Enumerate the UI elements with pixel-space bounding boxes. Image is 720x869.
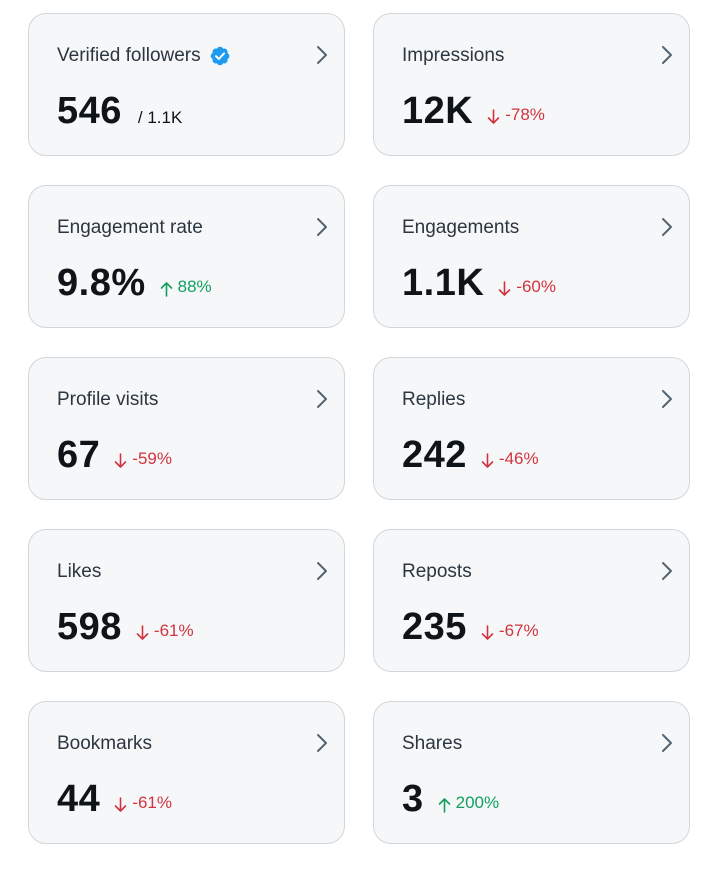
metric-delta-value: -61% bbox=[132, 793, 172, 812]
chevron-right-icon[interactable] bbox=[312, 44, 332, 66]
card-title: Verified followers bbox=[57, 45, 231, 67]
arrow-down-icon bbox=[498, 281, 511, 296]
card-title: Engagement rate bbox=[57, 217, 203, 239]
metric-value: 546 bbox=[57, 90, 122, 132]
card-impressions[interactable]: Impressions 12K -78% bbox=[373, 13, 690, 156]
arrow-up-icon bbox=[160, 282, 172, 297]
metric-delta-value: -60% bbox=[516, 277, 556, 296]
chevron-right-icon[interactable] bbox=[312, 216, 332, 238]
card-title-label: Impressions bbox=[402, 45, 505, 66]
value-row: 598 -61% bbox=[57, 606, 194, 649]
metric-delta-value: -78% bbox=[505, 105, 545, 124]
metric-value: 598 bbox=[57, 606, 122, 648]
chevron-right-icon[interactable] bbox=[312, 732, 332, 754]
value-row: 1.1K -60% bbox=[402, 262, 556, 305]
card-title: Bookmarks bbox=[57, 733, 152, 755]
metric-value: 67 bbox=[57, 434, 101, 476]
metric-value: 1.1K bbox=[402, 262, 485, 304]
card-bookmarks[interactable]: Bookmarks 44 -61% bbox=[28, 701, 345, 844]
metric-delta: -46% bbox=[481, 449, 539, 469]
value-row: 3 200% bbox=[402, 778, 499, 821]
card-title-label: Engagement rate bbox=[57, 217, 203, 238]
arrow-up-icon bbox=[438, 798, 450, 813]
metric-delta: 88% bbox=[160, 277, 212, 297]
value-row: 546 / 1.1K bbox=[57, 90, 182, 133]
card-title: Reposts bbox=[402, 561, 472, 583]
card-title: Replies bbox=[402, 389, 465, 411]
card-verified-followers[interactable]: Verified followers 546 / 1.1K bbox=[28, 13, 345, 156]
metric-delta-value: -46% bbox=[498, 449, 539, 468]
chevron-right-icon[interactable] bbox=[657, 732, 677, 754]
metric-delta: -59% bbox=[114, 449, 172, 469]
card-engagement-rate[interactable]: Engagement rate 9.8% 88% bbox=[28, 185, 345, 328]
value-row: 235 -67% bbox=[402, 606, 539, 649]
metric-delta-value: -59% bbox=[132, 449, 172, 468]
chevron-right-icon[interactable] bbox=[657, 388, 677, 410]
arrow-down-icon bbox=[481, 625, 494, 640]
metric-delta: -67% bbox=[481, 621, 539, 641]
card-title-label: Engagements bbox=[402, 217, 520, 238]
metric-delta: -61% bbox=[136, 621, 194, 641]
metric-delta: 200% bbox=[438, 793, 499, 813]
card-replies[interactable]: Replies 242 -46% bbox=[373, 357, 690, 500]
chevron-right-icon[interactable] bbox=[657, 216, 677, 238]
card-title-label: Replies bbox=[402, 389, 466, 410]
metric-delta-value: -67% bbox=[498, 621, 539, 640]
card-profile-visits[interactable]: Profile visits 67 -59% bbox=[28, 357, 345, 500]
chevron-right-icon[interactable] bbox=[312, 560, 332, 582]
card-title-label: Verified followers bbox=[57, 45, 201, 66]
value-row: 9.8% 88% bbox=[57, 262, 212, 305]
card-title-label: Likes bbox=[57, 561, 102, 582]
arrow-down-icon bbox=[487, 109, 500, 124]
card-title-label: Profile visits bbox=[57, 389, 159, 410]
arrow-down-icon bbox=[136, 625, 149, 640]
card-title: Likes bbox=[57, 561, 101, 583]
card-likes[interactable]: Likes 598 -61% bbox=[28, 529, 345, 672]
chevron-right-icon[interactable] bbox=[312, 388, 332, 410]
metric-value: 12K bbox=[402, 90, 474, 132]
card-title: Profile visits bbox=[57, 389, 158, 411]
metric-delta: -60% bbox=[498, 277, 556, 297]
card-title: Engagements bbox=[402, 217, 519, 239]
value-row: 12K -78% bbox=[402, 90, 545, 133]
value-row: 242 -46% bbox=[402, 434, 539, 477]
arrow-down-icon bbox=[481, 453, 494, 468]
metric-total: / 1.1K bbox=[137, 108, 183, 127]
arrow-down-icon bbox=[114, 797, 127, 812]
metric-value: 242 bbox=[402, 434, 467, 476]
metric-delta-value: -61% bbox=[153, 621, 194, 640]
card-reposts[interactable]: Reposts 235 -67% bbox=[373, 529, 690, 672]
metric-value: 3 bbox=[402, 778, 424, 820]
card-engagements[interactable]: Engagements 1.1K -60% bbox=[373, 185, 690, 328]
metric-delta-value: 200% bbox=[455, 793, 500, 812]
metric-value: 235 bbox=[402, 606, 467, 648]
stats-grid: Verified followers 546 / 1.1K Impression… bbox=[28, 13, 690, 844]
value-row: 44 -61% bbox=[57, 778, 172, 821]
chevron-right-icon[interactable] bbox=[657, 560, 677, 582]
metric-delta: -61% bbox=[114, 793, 172, 813]
verified-badge-icon bbox=[210, 46, 230, 66]
metric-value: 44 bbox=[57, 778, 101, 820]
metric-delta: -78% bbox=[487, 105, 545, 125]
card-title-label: Shares bbox=[402, 733, 463, 754]
card-shares[interactable]: Shares 3 200% bbox=[373, 701, 690, 844]
card-title: Shares bbox=[402, 733, 462, 755]
arrow-down-icon bbox=[114, 453, 127, 468]
metric-delta-value: 88% bbox=[177, 277, 212, 296]
card-title-label: Reposts bbox=[402, 561, 472, 582]
card-title-label: Bookmarks bbox=[57, 733, 153, 754]
value-row: 67 -59% bbox=[57, 434, 172, 477]
card-title: Impressions bbox=[402, 45, 504, 67]
metric-value: 9.8% bbox=[57, 262, 146, 304]
chevron-right-icon[interactable] bbox=[657, 44, 677, 66]
